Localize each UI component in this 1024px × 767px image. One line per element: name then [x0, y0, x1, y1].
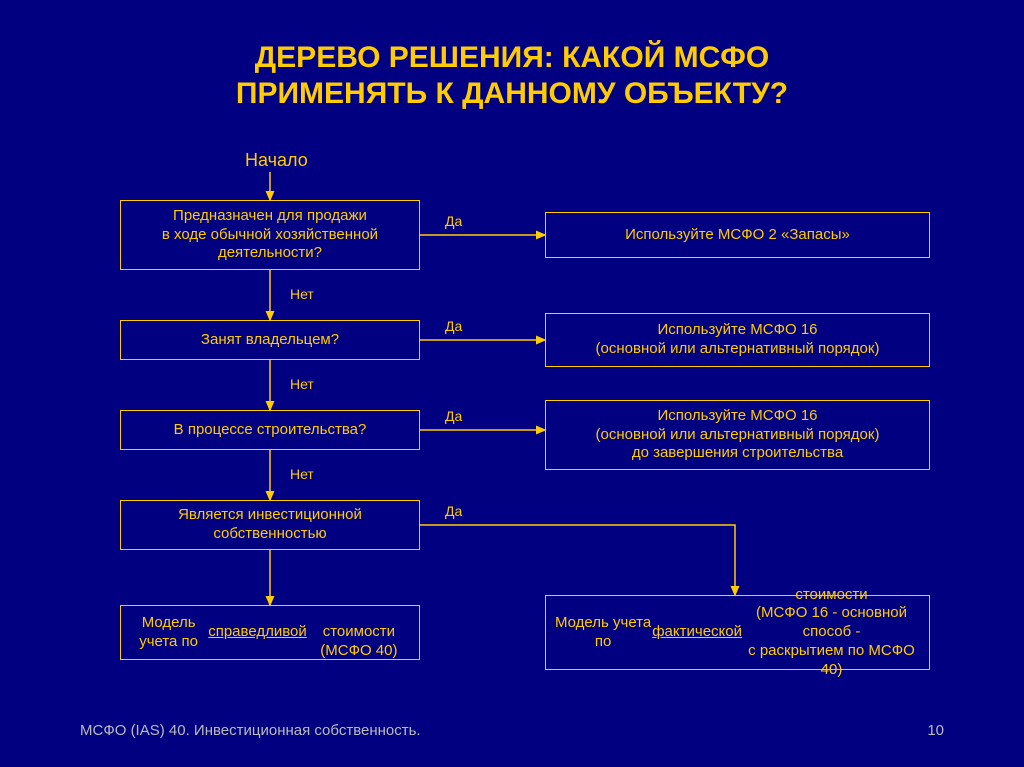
- edge-label-yes-0: Да: [445, 213, 462, 229]
- flowchart-box-out_left: Модель учета по справедливойстоимости (М…: [120, 605, 420, 660]
- arrow-8: [420, 525, 735, 595]
- edge-label-no-4: Нет: [290, 286, 314, 302]
- flowchart-box-q2: Занят владельцем?: [120, 320, 420, 360]
- edge-label-yes-3: Да: [445, 503, 462, 519]
- flowchart-box-r3: Используйте МСФО 16(основной или альтерн…: [545, 400, 930, 470]
- edge-label-yes-2: Да: [445, 408, 462, 424]
- edge-label-yes-1: Да: [445, 318, 462, 334]
- edge-label-no-5: Нет: [290, 376, 314, 392]
- page-number: 10: [927, 722, 944, 739]
- flowchart-box-r1: Используйте МСФО 2 «Запасы»: [545, 212, 930, 258]
- footer-text: МСФО (IAS) 40. Инвестиционная собственно…: [80, 722, 421, 739]
- flowchart-box-out_right: Модель учета по фактической стоимости(МС…: [545, 595, 930, 670]
- flowchart-box-r2: Используйте МСФО 16(основной или альтерн…: [545, 313, 930, 367]
- flowchart-box-q3: В процессе строительства?: [120, 410, 420, 450]
- slide-title: ДЕРЕВО РЕШЕНИЯ: КАКОЙ МСФО ПРИМЕНЯТЬ К Д…: [0, 40, 1024, 112]
- flowchart-box-q4: Является инвестиционнойсобственностью: [120, 500, 420, 550]
- title-line1: ДЕРЕВО РЕШЕНИЯ: КАКОЙ МСФО: [255, 41, 769, 74]
- flowchart-box-q1: Предназначен для продажив ходе обычной х…: [120, 200, 420, 270]
- title-line2: ПРИМЕНЯТЬ К ДАННОМУ ОБЪЕКТУ?: [236, 77, 788, 110]
- edge-label-no-6: Нет: [290, 466, 314, 482]
- start-label: Начало: [245, 150, 308, 171]
